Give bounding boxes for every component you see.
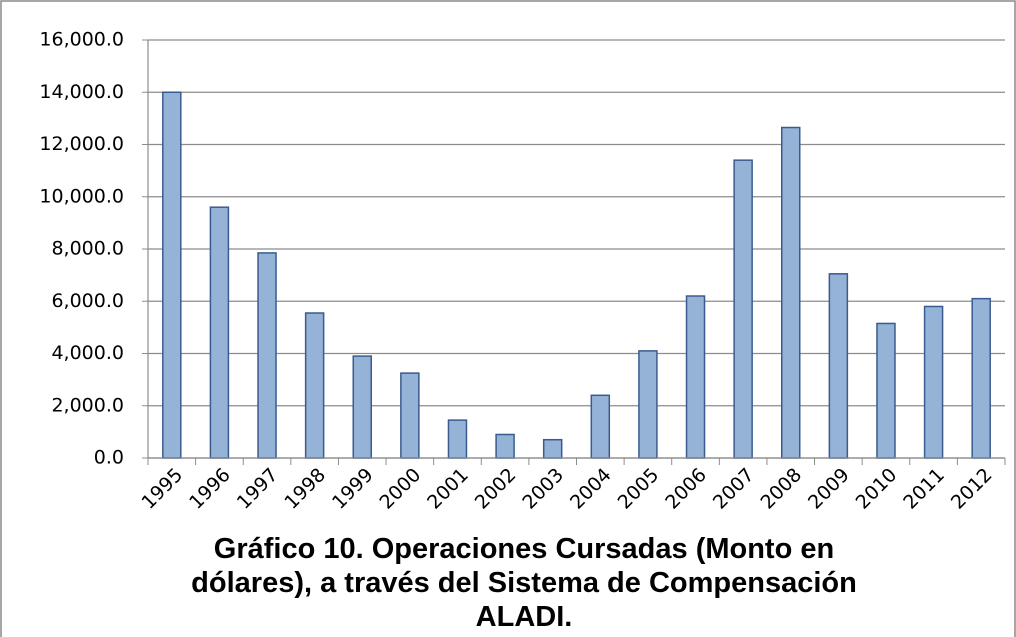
bar (781, 126, 801, 459)
y-tick-label: 10,000.0 (39, 185, 124, 207)
bar (304, 312, 325, 459)
bar (638, 350, 658, 459)
bar (590, 394, 611, 459)
y-tick-label: 16,000.0 (39, 29, 124, 51)
bar (971, 297, 991, 459)
bar (733, 159, 753, 459)
bar (828, 273, 849, 459)
bar (923, 305, 944, 459)
y-tick-label: 8,000.0 (51, 238, 124, 260)
bar (876, 322, 896, 459)
bar (209, 206, 230, 459)
y-tick-label: 6,000.0 (51, 290, 124, 312)
bar (542, 438, 563, 459)
bar (352, 355, 372, 459)
y-tick-label: 0.0 (94, 447, 124, 469)
y-tick-label: 4,000.0 (51, 342, 124, 364)
bar (400, 372, 420, 459)
bar (447, 419, 468, 459)
y-tick-label: 2,000.0 (51, 394, 124, 416)
y-tick-label: 14,000.0 (39, 81, 124, 103)
bar (162, 91, 182, 459)
bar (495, 433, 515, 459)
chart-title: Gráfico 10. Operaciones Cursadas (Monto … (191, 533, 857, 633)
y-tick-label: 12,000.0 (39, 133, 124, 155)
bar (685, 295, 706, 459)
bar (257, 252, 277, 459)
